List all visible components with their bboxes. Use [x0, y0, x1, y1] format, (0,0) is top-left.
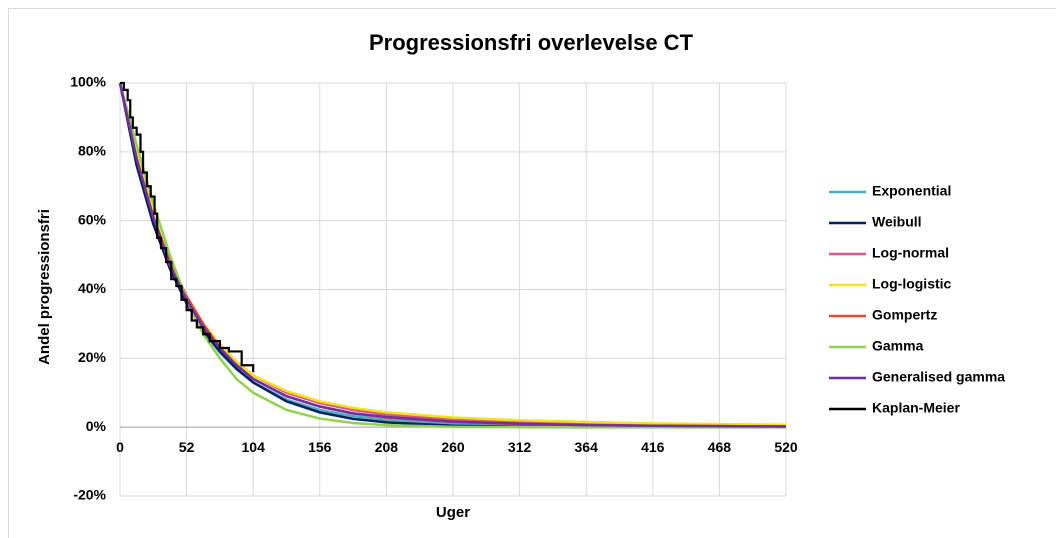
x-tick-label: 52	[179, 439, 195, 455]
x-tick-label: 468	[708, 439, 732, 455]
x-tick-label: 156	[308, 439, 332, 455]
x-tick-label: 520	[774, 439, 798, 455]
x-tick-label: 364	[575, 439, 599, 455]
legend-label: Log-normal	[872, 245, 949, 261]
chart-frame	[8, 8, 1056, 538]
series-line	[118, 82, 787, 428]
legend-label: Exponential	[872, 183, 951, 199]
series-line	[120, 81, 255, 373]
series-line	[118, 82, 786, 429]
x-axis-label: Uger	[436, 504, 470, 521]
y-tick-label: 60%	[78, 211, 107, 227]
legend-label: Gamma	[872, 338, 924, 354]
legend-label: Gompertz	[872, 307, 937, 323]
legend-label: Kaplan-Meier	[872, 400, 960, 416]
y-tick-label: -20%	[73, 487, 106, 503]
x-tick-label: 416	[641, 439, 665, 455]
y-tick-label: 40%	[78, 280, 107, 296]
x-tick-label: 0	[116, 439, 124, 455]
x-tick-label: 312	[508, 439, 532, 455]
y-tick-label: 80%	[78, 143, 107, 159]
x-tick-label: 104	[242, 439, 266, 455]
y-tick-label: 100%	[70, 74, 106, 90]
y-axis-label: Andel progressionsfri	[36, 209, 53, 365]
legend-label: Log-logistic	[872, 276, 952, 292]
y-tick-label: 20%	[78, 349, 107, 365]
legend-label: Weibull	[872, 214, 922, 230]
chart-title: Progressionsfri overlevelse CT	[369, 30, 694, 55]
x-tick-label: 208	[375, 439, 399, 455]
legend-label: Generalised gamma	[872, 369, 1005, 385]
x-tick-label: 260	[441, 439, 465, 455]
y-tick-label: 0%	[86, 418, 107, 434]
